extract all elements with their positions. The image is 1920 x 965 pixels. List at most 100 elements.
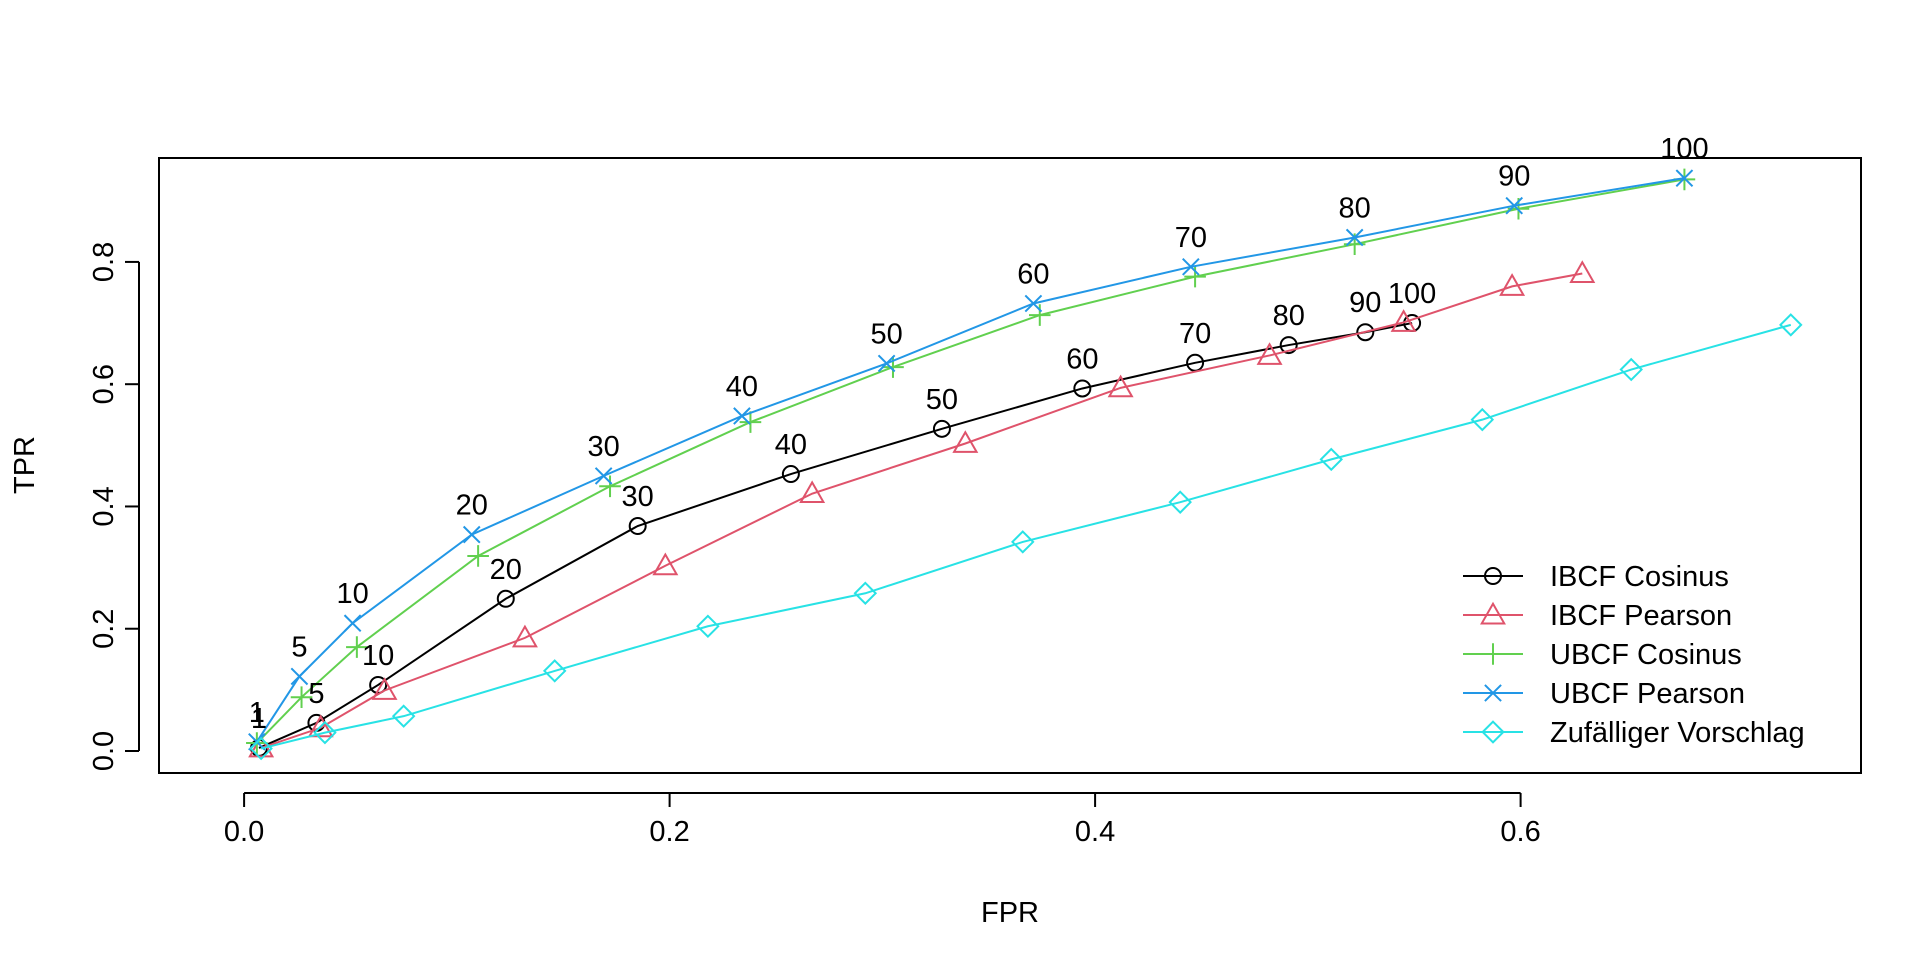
series-layer <box>246 168 1803 761</box>
y-tick-label: 0.0 <box>88 731 120 771</box>
y-tick-label: 0.6 <box>88 364 120 404</box>
triangle-marker <box>1107 374 1134 398</box>
triangle-marker <box>1569 260 1596 283</box>
diamond-marker <box>1481 720 1505 744</box>
diamond-marker <box>1470 407 1495 432</box>
x-marker <box>1505 196 1524 215</box>
plus-marker <box>882 356 904 378</box>
point-label: 60 <box>1066 343 1098 375</box>
x-marker <box>1345 228 1364 247</box>
triangle-marker <box>1390 309 1417 332</box>
legend-label: IBCF Cosinus <box>1550 561 1729 593</box>
plus-marker <box>346 636 368 658</box>
y-tick-label: 0.4 <box>88 486 120 526</box>
series-line <box>256 177 1685 743</box>
circle-marker <box>628 517 647 536</box>
x-tick-label: 0.4 <box>1075 816 1115 848</box>
point-label: 20 <box>490 554 522 586</box>
plus-marker <box>1482 643 1504 665</box>
y-axis-title: TPR <box>9 436 41 494</box>
circle-marker <box>1073 379 1092 398</box>
legend-item: IBCF Cosinus <box>1463 561 1729 593</box>
legend-label: IBCF Pearson <box>1550 600 1732 632</box>
x-tick-label: 0.2 <box>649 816 689 848</box>
diamond-marker <box>696 614 720 639</box>
point-label: 1 <box>251 703 267 735</box>
point-label: 50 <box>870 318 902 350</box>
series-ibcf-pearson <box>248 260 1596 758</box>
triangle-marker <box>307 714 334 738</box>
plus-marker <box>599 475 621 498</box>
point-label: 5 <box>291 631 307 663</box>
diamond-marker <box>249 736 273 761</box>
point-label: 5 <box>308 678 324 710</box>
circle-marker <box>496 589 515 608</box>
legend-item: UBCF Cosinus <box>1463 639 1742 671</box>
legend-label: UBCF Pearson <box>1550 678 1745 710</box>
diamond-marker <box>1319 447 1344 472</box>
x-marker <box>594 467 613 485</box>
triangle-marker <box>652 552 679 576</box>
series-zuf-lliger-vorschlag <box>249 313 1803 761</box>
point-label: 90 <box>1349 287 1381 319</box>
point-label: 30 <box>588 431 620 463</box>
legend: IBCF Cosinus IBCF Pearson UBCF Cosinus UBCF… <box>1463 561 1805 749</box>
x-axis-title: FPR <box>981 897 1039 929</box>
y-axis: 0.0 0.2 0.4 0.6 0.8 <box>88 242 140 771</box>
x-marker <box>343 614 362 633</box>
legend-item: IBCF Pearson <box>1463 600 1732 632</box>
circle-marker <box>781 465 800 484</box>
series-line <box>258 322 1413 749</box>
x-axis: 0.0 0.2 0.4 0.6 <box>224 792 1541 848</box>
point-label: 50 <box>926 384 958 416</box>
x-marker <box>877 354 896 373</box>
point-label: 80 <box>1339 192 1371 224</box>
legend-item: UBCF Pearson <box>1463 678 1745 710</box>
triangle-marker <box>799 480 826 504</box>
diamond-marker <box>391 704 416 728</box>
triangle-marker <box>1480 601 1506 625</box>
series-line <box>256 178 1685 744</box>
x-marker <box>462 525 481 544</box>
point-label: 40 <box>775 429 807 461</box>
diamond-marker <box>542 659 567 683</box>
diamond-marker <box>1619 357 1643 382</box>
plus-marker <box>467 545 489 567</box>
legend-label: UBCF Cosinus <box>1550 639 1742 671</box>
circle-marker <box>1484 567 1502 585</box>
point-label: 10 <box>362 640 394 672</box>
point-label: 1 <box>249 697 265 729</box>
triangle-marker <box>1499 273 1526 296</box>
diamond-marker <box>313 720 337 745</box>
triangle-marker <box>371 677 398 700</box>
x-marker <box>290 667 309 686</box>
x-tick-label: 0.0 <box>224 816 264 848</box>
diamond-marker <box>853 581 878 606</box>
triangle-marker <box>511 624 538 648</box>
x-marker <box>1024 294 1043 313</box>
circle-marker <box>1356 323 1375 342</box>
series-ubcf-cosinus <box>246 168 1696 754</box>
point-label: 30 <box>622 481 654 513</box>
y-tick-label: 0.2 <box>88 609 120 649</box>
plot-frame <box>158 157 1862 774</box>
triangle-marker <box>952 430 979 453</box>
point-label: 70 <box>1179 318 1211 350</box>
point-label: 100 <box>1660 133 1708 165</box>
point-label: 90 <box>1498 161 1530 193</box>
diamond-marker <box>1168 490 1192 514</box>
point-label: 10 <box>336 578 368 610</box>
y-tick-label: 0.8 <box>88 242 120 282</box>
point-label: 20 <box>456 490 488 522</box>
point-label: 100 <box>1388 278 1436 310</box>
point-label: 40 <box>726 371 758 403</box>
legend-item: Zufälliger Vorschlag <box>1463 717 1805 749</box>
plus-marker <box>1184 265 1206 288</box>
triangle-marker <box>1256 342 1283 365</box>
plus-marker <box>290 686 313 708</box>
plus-marker <box>739 411 762 433</box>
x-marker <box>1675 169 1694 187</box>
